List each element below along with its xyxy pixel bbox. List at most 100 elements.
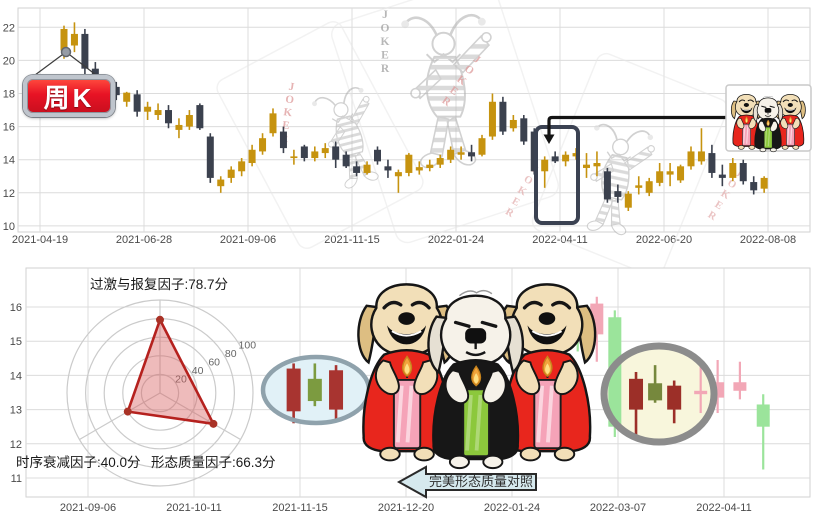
svg-text:2022-04-11: 2022-04-11 [696, 502, 751, 514]
candle [81, 33, 89, 69]
candle [656, 171, 664, 183]
current-pattern-circle-outline [600, 342, 718, 446]
candle [415, 167, 423, 171]
candle [697, 151, 705, 162]
candle [677, 166, 685, 181]
candle [520, 118, 528, 142]
svg-text:2022-03-07: 2022-03-07 [590, 502, 646, 514]
candle [687, 151, 695, 167]
candle [468, 152, 476, 157]
weekly-k-badge: 周K [23, 75, 115, 117]
svg-text:100: 100 [239, 340, 257, 352]
svg-text:2021-09-06: 2021-09-06 [60, 502, 116, 514]
candle [300, 146, 308, 159]
candle [541, 159, 549, 172]
candle [217, 179, 225, 187]
candle [694, 390, 708, 395]
candle [583, 164, 590, 168]
candle [608, 317, 622, 427]
candle [718, 174, 726, 178]
svg-text:2021-06-28: 2021-06-28 [116, 234, 172, 246]
svg-text:2021-10-11: 2021-10-11 [166, 502, 221, 514]
mascot-connector-arrow [543, 115, 727, 144]
candle [70, 33, 78, 46]
candle [648, 383, 663, 401]
svg-text:13: 13 [10, 405, 22, 417]
candle [307, 378, 322, 402]
candle [635, 185, 643, 188]
svg-text:18: 18 [3, 89, 15, 101]
radar-label-overreaction-factor: 过激与报复因子:78.7分 [89, 277, 229, 292]
svg-text:2022-04-11: 2022-04-11 [532, 234, 587, 246]
svg-text:20: 20 [3, 55, 15, 67]
candle [614, 191, 622, 197]
radar-label-time-decay-factor: 时序衰减因子:40.0分 [16, 455, 141, 470]
svg-text:10: 10 [3, 221, 15, 233]
candle [708, 153, 716, 173]
svg-text:11: 11 [11, 473, 22, 485]
candle [624, 193, 632, 208]
candle [667, 385, 682, 410]
three-dogs-mascot [357, 283, 597, 470]
svg-text:80: 80 [225, 348, 237, 360]
candle [60, 28, 68, 51]
candle [499, 101, 507, 132]
perfect-pattern-banner-arrow [396, 465, 537, 499]
weekly-chart-axis-labels: 10 12 14 16 18 20 22 2021-04-19 2021-06-28 2021-0… [3, 22, 796, 246]
candle [363, 164, 371, 173]
perfect-pattern-banner-label: 完美形态质量对照 [428, 474, 533, 489]
candle [144, 106, 152, 112]
candle [248, 149, 256, 164]
candle [227, 169, 235, 178]
svg-text:22: 22 [3, 22, 15, 34]
candle [353, 166, 361, 173]
svg-text:2022-01-24: 2022-01-24 [428, 234, 484, 246]
candle [739, 163, 747, 182]
svg-text:2021-09-06: 2021-09-06 [220, 234, 276, 246]
candle [593, 163, 601, 167]
candle [478, 138, 486, 155]
svg-text:14: 14 [10, 370, 22, 382]
candle [603, 171, 611, 200]
svg-text:16: 16 [10, 302, 22, 314]
pattern-chart-axis-labels: 11 12 13 14 15 16 2021-09-06 2021-10-11 2021-11-… [10, 302, 752, 514]
candle [666, 171, 674, 175]
candle [185, 115, 193, 127]
candle [384, 166, 392, 171]
candle [629, 378, 644, 410]
svg-text:2021-12-20: 2021-12-20 [378, 502, 434, 514]
sign-hanger [30, 46, 101, 79]
candle [509, 119, 517, 129]
candle [394, 172, 402, 177]
svg-text:2022-06-20: 2022-06-20 [636, 234, 692, 246]
candle [457, 152, 465, 155]
candle [259, 138, 267, 152]
candle [488, 101, 496, 137]
candle [436, 158, 444, 165]
radar-label-pattern-quality-factor: 形态质量因子:66.3分 [151, 455, 276, 470]
svg-text:20: 20 [175, 373, 187, 385]
svg-text:2021-04-19: 2021-04-19 [12, 234, 68, 246]
candle [154, 110, 162, 116]
candle [645, 181, 653, 193]
svg-text:2022-01-24: 2022-01-24 [484, 502, 540, 514]
candle [196, 105, 204, 129]
svg-text:2021-11-15: 2021-11-15 [324, 234, 379, 246]
mascot-thumbnail-box [725, 84, 812, 153]
candle [269, 113, 277, 134]
candle [426, 164, 434, 168]
svg-text:60: 60 [208, 356, 220, 368]
candle [175, 124, 183, 130]
joker-clown-icon [312, 86, 379, 189]
candle [279, 131, 287, 149]
three-dogs-mascot-mini [730, 93, 806, 153]
candle [729, 163, 737, 178]
svg-text:2022-08-08: 2022-08-08 [740, 234, 796, 246]
candle [238, 161, 246, 172]
candle [311, 151, 319, 159]
candle [760, 177, 768, 189]
candle [374, 149, 381, 162]
weekly-chart-grid [17, 7, 811, 233]
